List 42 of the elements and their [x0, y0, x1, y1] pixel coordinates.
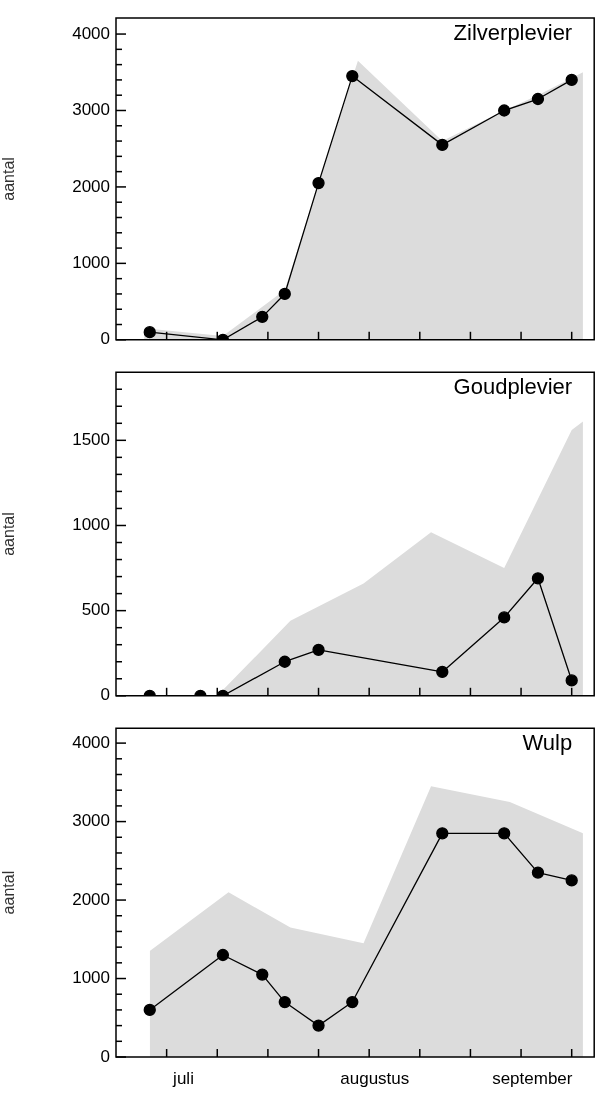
- point: [565, 874, 578, 887]
- y-tick-label: 2000: [72, 889, 110, 909]
- x-tick-label: juli: [172, 1068, 194, 1088]
- point: [143, 1003, 156, 1017]
- point: [346, 69, 359, 83]
- point: [436, 827, 449, 840]
- point: [256, 968, 269, 981]
- y-tick-label: 0: [100, 1046, 110, 1066]
- point: [346, 995, 359, 1009]
- point: [531, 92, 545, 106]
- point: [278, 287, 291, 301]
- point: [498, 104, 511, 117]
- point: [436, 138, 449, 152]
- point: [256, 310, 269, 324]
- chart-title: Goudplevier: [453, 374, 573, 400]
- y-tick-label: 3000: [72, 100, 110, 120]
- point: [565, 73, 578, 87]
- y-axis-title: aantal: [0, 870, 18, 915]
- point: [498, 827, 511, 840]
- point: [143, 326, 156, 339]
- y-tick-label: 1000: [72, 515, 110, 535]
- y-axis-title: aantal: [0, 512, 18, 556]
- y-tick-label: 4000: [72, 732, 110, 752]
- x-tick-label: september: [492, 1068, 573, 1088]
- y-tick-label: 4000: [72, 23, 110, 43]
- y-tick-label: 2000: [72, 176, 110, 196]
- chart-title: Wulp: [522, 730, 573, 756]
- point: [278, 995, 291, 1009]
- y-tick-label: 1000: [72, 968, 110, 988]
- point: [216, 948, 230, 962]
- y-tick-label: 500: [81, 600, 110, 620]
- y-tick-label: 1000: [72, 253, 110, 273]
- x-tick-label: augustus: [340, 1068, 410, 1088]
- y-tick-label: 3000: [72, 811, 110, 831]
- y-axis-title: aantal: [0, 157, 18, 201]
- point: [312, 1019, 325, 1032]
- y-tick-label: 0: [100, 685, 110, 705]
- y-tick-label: 1500: [72, 430, 110, 450]
- chart-title: Zilverplevier: [453, 20, 573, 46]
- point: [312, 176, 325, 190]
- point: [531, 866, 545, 879]
- y-tick-label: 0: [100, 329, 110, 349]
